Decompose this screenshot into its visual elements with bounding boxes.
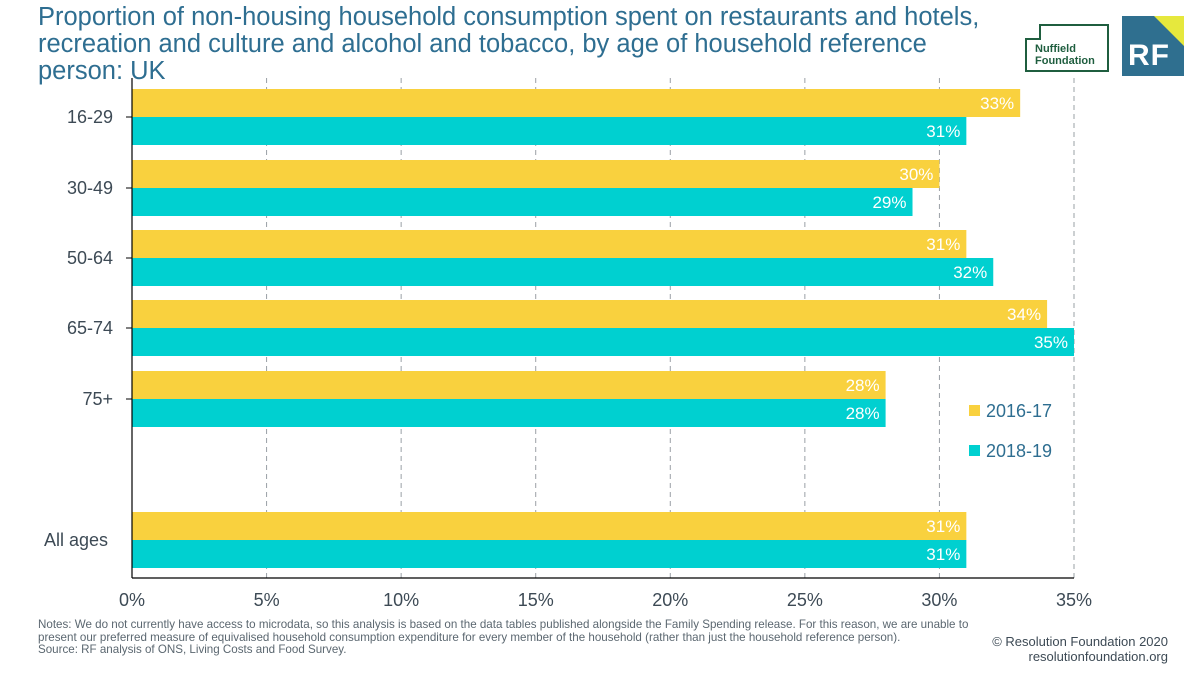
- copyright-line: © Resolution Foundation 2020: [992, 634, 1168, 649]
- x-tick-label: 0%: [119, 590, 145, 610]
- bar: [132, 258, 994, 286]
- bar: [132, 230, 967, 258]
- nuffield-logo-line2: Foundation: [1035, 55, 1095, 67]
- rf-corner-icon: [1154, 16, 1184, 46]
- bar: [132, 399, 886, 427]
- data-label: 31%: [926, 122, 960, 141]
- bar: [132, 328, 1074, 356]
- bar: [132, 540, 967, 568]
- bar: [132, 160, 940, 188]
- category-label: 50-64: [67, 248, 113, 268]
- rf-logo-text: RF: [1128, 39, 1170, 72]
- category-label: 30-49: [67, 178, 113, 198]
- data-label: 31%: [926, 545, 960, 564]
- nuffield-logo-line1: Nuffield: [1035, 43, 1076, 55]
- x-tick-label: 15%: [518, 590, 554, 610]
- data-label: 31%: [926, 235, 960, 254]
- nuffield-foundation-logo: Nuffield Foundation: [1025, 24, 1109, 72]
- bar: [132, 371, 886, 399]
- x-tick-label: 35%: [1056, 590, 1092, 610]
- bar: [132, 300, 1048, 328]
- legend-swatch: [969, 405, 980, 416]
- x-tick-label: 10%: [383, 590, 419, 610]
- chart-notes: Notes: We do not currently have access t…: [38, 618, 988, 657]
- legend-swatch: [969, 445, 980, 456]
- bar: [132, 512, 967, 540]
- nuffield-logo-text: Nuffield Foundation: [1035, 43, 1095, 67]
- bar: [132, 117, 967, 145]
- category-label: 75+: [82, 389, 113, 409]
- resolution-foundation-logo: RF: [1122, 16, 1184, 76]
- bar: [132, 89, 1021, 117]
- data-label: 28%: [846, 376, 880, 395]
- copyright-block: © Resolution Foundation 2020 resolutionf…: [992, 634, 1168, 664]
- data-label: 34%: [1007, 305, 1041, 324]
- data-label: 31%: [926, 517, 960, 536]
- category-label: 65-74: [67, 318, 113, 338]
- x-tick-label: 25%: [787, 590, 823, 610]
- category-label: All ages: [44, 530, 108, 550]
- nuffield-mark-icon: [1025, 24, 1041, 40]
- data-label: 28%: [846, 404, 880, 423]
- x-tick-label: 5%: [254, 590, 280, 610]
- data-label: 33%: [980, 94, 1014, 113]
- category-label: 16-29: [67, 107, 113, 127]
- x-tick-label: 20%: [652, 590, 688, 610]
- legend-label: 2018-19: [986, 441, 1052, 461]
- legend-label: 2016-17: [986, 401, 1052, 421]
- chart-title: Proportion of non-housing household cons…: [38, 3, 980, 85]
- bar: [132, 188, 913, 216]
- data-label: 32%: [953, 263, 987, 282]
- notes-text: Notes: We do not currently have access t…: [38, 618, 969, 644]
- source-text: Source: RF analysis of ONS, Living Costs…: [38, 643, 347, 656]
- x-tick-label: 30%: [921, 590, 957, 610]
- website-line: resolutionfoundation.org: [1028, 649, 1169, 664]
- data-label: 29%: [872, 193, 906, 212]
- data-label: 35%: [1034, 333, 1068, 352]
- data-label: 30%: [899, 165, 933, 184]
